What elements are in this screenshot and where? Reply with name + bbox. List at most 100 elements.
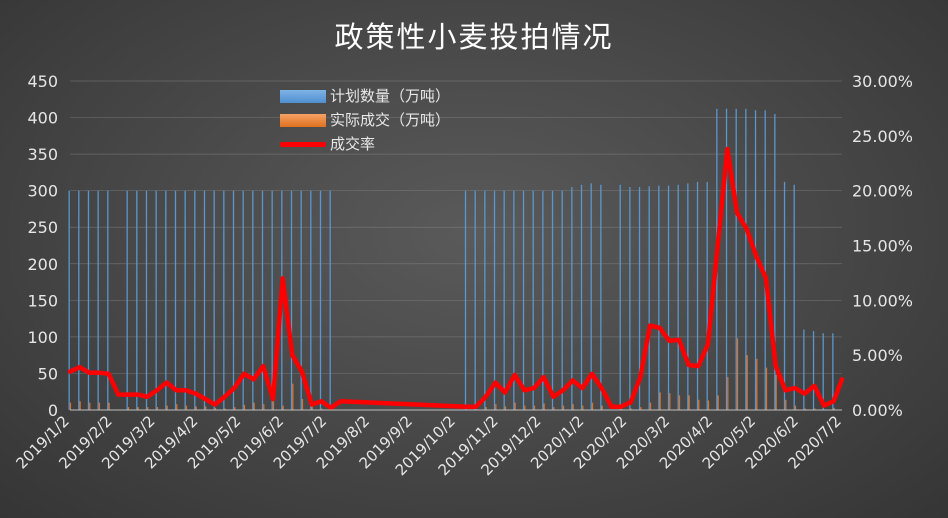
actual-bar [582, 405, 584, 410]
actual-bar [166, 405, 168, 410]
actual-bar [678, 395, 681, 410]
planned-bar [590, 183, 592, 410]
y-right-tick-label: 25.00% [852, 127, 913, 146]
actual-bar [804, 408, 806, 410]
actual-bar [79, 401, 81, 410]
planned-bar [774, 113, 776, 411]
chart-legend: 计划数量（万吨） 实际成交（万吨） 成交率 [280, 84, 450, 156]
planned-bar [319, 190, 322, 410]
actual-bar [282, 405, 284, 410]
planned-bar [252, 190, 254, 410]
planned-bar [600, 184, 602, 410]
actual-bar [253, 402, 255, 410]
planned-bar [513, 190, 515, 410]
planned-bar [213, 190, 215, 410]
planned-bar [571, 187, 573, 410]
planned-bar [493, 190, 496, 410]
planned-bar [561, 190, 563, 410]
planned-bar [638, 187, 641, 410]
actual-bar [127, 407, 130, 410]
y-left-tick-label: 300 [27, 182, 58, 201]
planned-bar [812, 331, 815, 410]
actual-bar [794, 405, 797, 410]
actual-bar [514, 402, 516, 410]
actual-bar [301, 399, 304, 410]
actual-bar [572, 404, 574, 410]
actual-bar [176, 404, 178, 410]
legend-swatch-planned [280, 89, 326, 103]
actual-bar [524, 405, 526, 410]
planned-bar [271, 190, 273, 410]
planned-bar [522, 190, 525, 410]
planned-bar [174, 190, 177, 410]
actual-bar [224, 408, 226, 410]
y-right-tick-label: 10.00% [852, 291, 913, 310]
actual-bar [736, 338, 739, 410]
planned-bar [803, 329, 805, 410]
legend-item-planned: 计划数量（万吨） [280, 84, 450, 108]
actual-bar [69, 402, 72, 410]
planned-bar [619, 184, 621, 410]
y-left-tick-label: 150 [27, 291, 58, 310]
actual-bar [311, 404, 313, 410]
actual-bar [833, 407, 835, 410]
actual-bar [108, 402, 110, 410]
planned-bar [542, 190, 544, 410]
planned-bar [232, 190, 235, 410]
actual-bar [746, 355, 748, 410]
y-right-tick-label: 0.00% [852, 401, 903, 420]
actual-bar [591, 402, 594, 410]
planned-bar [223, 190, 225, 410]
planned-bar [165, 190, 167, 410]
planned-bar [203, 190, 206, 410]
actual-bar [185, 405, 188, 410]
actual-bar [147, 407, 149, 410]
planned-bar [754, 110, 757, 410]
planned-bar [155, 190, 157, 410]
planned-bar [87, 190, 90, 410]
y-left-tick-label: 0 [48, 401, 58, 420]
y-right-tick-label: 30.00% [852, 72, 913, 91]
planned-bar [822, 333, 824, 410]
actual-bar [659, 392, 661, 410]
planned-bar [677, 184, 679, 410]
y-left-tick-label: 100 [27, 328, 58, 347]
planned-bar [464, 190, 467, 410]
planned-bar [184, 190, 186, 410]
actual-bar [98, 402, 101, 410]
actual-bar [156, 407, 159, 410]
actual-bar [485, 407, 487, 410]
planned-bar [68, 190, 70, 410]
legend-item-rate: 成交率 [280, 132, 450, 156]
actual-bar [292, 383, 294, 410]
legend-label-planned: 计划数量（万吨） [330, 87, 451, 105]
y-left-tick-label: 250 [27, 218, 58, 237]
actual-bar [89, 402, 91, 410]
actual-bar [756, 358, 758, 410]
planned-bar [735, 108, 737, 410]
actual-bar [640, 407, 642, 410]
actual-bar [321, 408, 323, 410]
actual-bar [814, 408, 816, 410]
y-left-tick-label: 450 [27, 72, 58, 91]
y-right-tick-label: 15.00% [852, 237, 913, 256]
planned-bar [261, 190, 264, 410]
planned-bar [145, 190, 148, 410]
actual-bar [234, 407, 236, 410]
actual-bar [263, 404, 265, 410]
actual-bar [620, 408, 623, 410]
rate-line [67, 146, 845, 411]
actual-bar [205, 406, 207, 410]
planned-bar [78, 190, 80, 410]
planned-bar [745, 108, 747, 410]
planned-bar [310, 190, 312, 410]
actual-bar [214, 407, 217, 410]
planned-bar [667, 185, 670, 410]
planned-bar [97, 190, 99, 410]
planned-bar [551, 190, 554, 410]
planned-bar [696, 181, 699, 410]
legend-swatch-rate [280, 141, 326, 147]
planned-bar [658, 185, 660, 410]
actual-bar [688, 395, 690, 410]
actual-bar [195, 406, 197, 410]
